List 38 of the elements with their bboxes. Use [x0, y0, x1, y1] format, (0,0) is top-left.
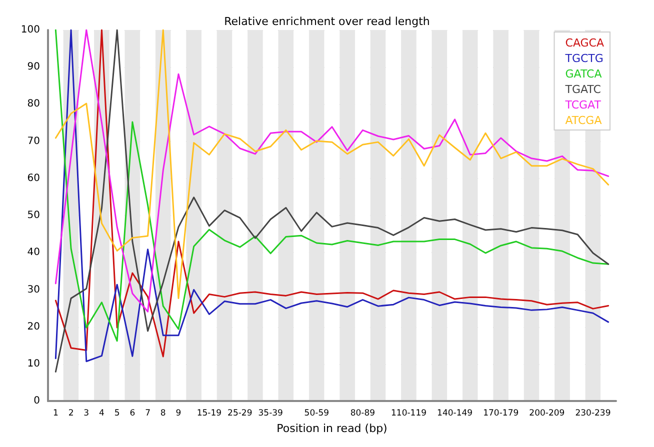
- y-tick-label: 100: [20, 24, 40, 36]
- x-tick-label: 8: [160, 408, 166, 419]
- y-tick-label: 70: [27, 136, 40, 147]
- text: TCGAT: [564, 98, 602, 112]
- y-tick-label: 20: [27, 321, 40, 332]
- x-tick-label: 140-149: [437, 408, 473, 419]
- y-tick-label: 10: [27, 358, 40, 370]
- x-tick-label: 1: [52, 408, 58, 419]
- text: TGCTG: [564, 52, 604, 65]
- x-tick-label: 5: [114, 408, 120, 419]
- x-axis-title: Position in read (bp): [276, 422, 388, 435]
- y-tick-label: 90: [27, 62, 40, 73]
- y-tick-label: 60: [27, 172, 40, 184]
- x-tick-label: 200-209: [529, 408, 565, 419]
- chart-title: Relative enrichment over read length: [224, 15, 430, 28]
- x-tick-label: 2: [68, 408, 74, 419]
- x-tick-label: 9: [176, 408, 182, 419]
- y-tick-label: 80: [27, 98, 40, 110]
- y-tick-label: 0: [34, 396, 40, 407]
- y-tick-label: 40: [27, 247, 40, 258]
- x-tick-label: 230-239: [575, 408, 611, 419]
- x-tick-label: 35-39: [258, 408, 283, 419]
- text: CAGCA: [565, 36, 604, 50]
- text: ATCGA: [565, 114, 602, 127]
- x-tick-label: 50-59: [304, 408, 329, 419]
- x-tick-label: 80-89: [350, 408, 376, 419]
- x-tick-label: 4: [99, 408, 104, 419]
- x-tick-label: 110-119: [391, 408, 427, 419]
- x-tick-label: 6: [130, 408, 136, 419]
- y-tick-label: 50: [27, 210, 40, 222]
- x-tick-label: 25-29: [228, 408, 252, 419]
- text: TGATC: [564, 83, 602, 96]
- text: GATCA: [565, 68, 602, 80]
- x-tick-label: 3: [84, 408, 90, 419]
- x-tick-label: 15-19: [196, 408, 222, 419]
- y-tick-label: 30: [27, 284, 40, 296]
- x-tick-label: 170-179: [483, 408, 519, 419]
- x-tick-label: 7: [145, 408, 150, 419]
